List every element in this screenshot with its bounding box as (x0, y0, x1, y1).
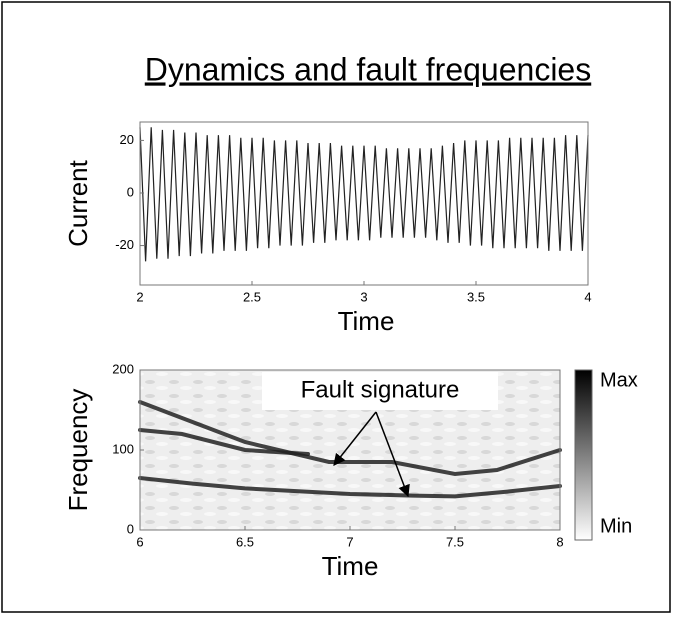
arrow (333, 411, 377, 466)
x-tick-label: 8 (556, 534, 563, 549)
x-tick-label: 2.5 (243, 289, 261, 304)
colorbar-label: Max (600, 369, 638, 391)
x-tick-label: 6.5 (236, 534, 254, 549)
y-tick-label: -20 (115, 237, 134, 252)
y-axis-label: Current (63, 159, 93, 246)
x-axis-label: Time (338, 306, 395, 336)
annotation: Fault signature (301, 376, 460, 403)
y-tick-label: 0 (127, 521, 134, 536)
ridge (138, 400, 562, 477)
colorbar (574, 369, 593, 541)
x-tick-label: 4 (584, 289, 591, 304)
y-tick-label: 200 (112, 361, 134, 376)
y-tick-label: 0 (127, 184, 134, 199)
signal (139, 127, 589, 262)
colorbar-label: Min (600, 515, 632, 537)
x-tick-label: 3.5 (467, 289, 485, 304)
arrow (375, 411, 410, 498)
x-tick-label: 7 (346, 534, 353, 549)
figure-title: Dynamics and fault frequencies (145, 51, 591, 87)
y-tick-label: 20 (120, 132, 134, 147)
ridge (138, 476, 562, 499)
x-axis-label: Time (322, 551, 379, 581)
x-tick-label: 3 (360, 289, 367, 304)
x-tick-label: 2 (136, 289, 143, 304)
x-tick-label: 7.5 (446, 534, 464, 549)
annotation-box (262, 372, 498, 410)
y-axis-label: Frequency (63, 389, 93, 512)
x-tick-label: 6 (136, 534, 143, 549)
ridge (138, 428, 310, 456)
y-tick-label: 100 (112, 441, 134, 456)
